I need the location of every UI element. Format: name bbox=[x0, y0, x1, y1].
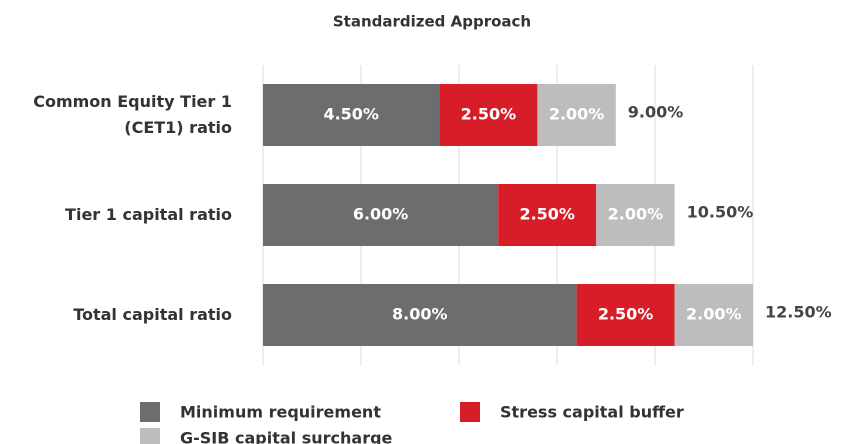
bar-segment bbox=[439, 84, 538, 146]
legend-swatch bbox=[140, 428, 160, 444]
total-label: 12.50% bbox=[765, 303, 832, 322]
value-label: 2.00% bbox=[608, 205, 664, 224]
value-label: 4.50% bbox=[323, 105, 379, 124]
chart-title: Standardized Approach bbox=[333, 13, 531, 31]
bar-segment bbox=[263, 84, 440, 146]
category-label: Total capital ratio bbox=[73, 305, 232, 324]
value-label: 2.00% bbox=[686, 305, 742, 324]
category-label: Common Equity Tier 1 (CET1) ratio bbox=[33, 92, 232, 137]
legend-swatch bbox=[140, 402, 160, 422]
bar-segment bbox=[263, 184, 499, 246]
bar-segment bbox=[498, 184, 597, 246]
value-label: 2.50% bbox=[519, 205, 575, 224]
legend-swatch bbox=[460, 402, 480, 422]
value-label: 2.50% bbox=[598, 305, 654, 324]
value-label: 2.50% bbox=[461, 105, 517, 124]
bar-segment bbox=[596, 184, 675, 246]
bar-segment bbox=[674, 284, 753, 346]
value-label: 2.00% bbox=[549, 105, 605, 124]
value-label: 6.00% bbox=[353, 205, 409, 224]
category-label: Tier 1 capital ratio bbox=[65, 205, 232, 224]
total-label: 10.50% bbox=[687, 203, 754, 222]
legend-label: G-SIB capital surcharge bbox=[180, 429, 393, 444]
legend-label: Minimum requirement bbox=[180, 403, 381, 422]
bar-segment bbox=[537, 84, 616, 146]
bar-segment bbox=[263, 284, 577, 346]
legend-label: Stress capital buffer bbox=[500, 403, 684, 422]
total-label: 9.00% bbox=[628, 103, 684, 122]
bar-segment bbox=[576, 284, 675, 346]
value-label: 8.00% bbox=[392, 305, 448, 324]
